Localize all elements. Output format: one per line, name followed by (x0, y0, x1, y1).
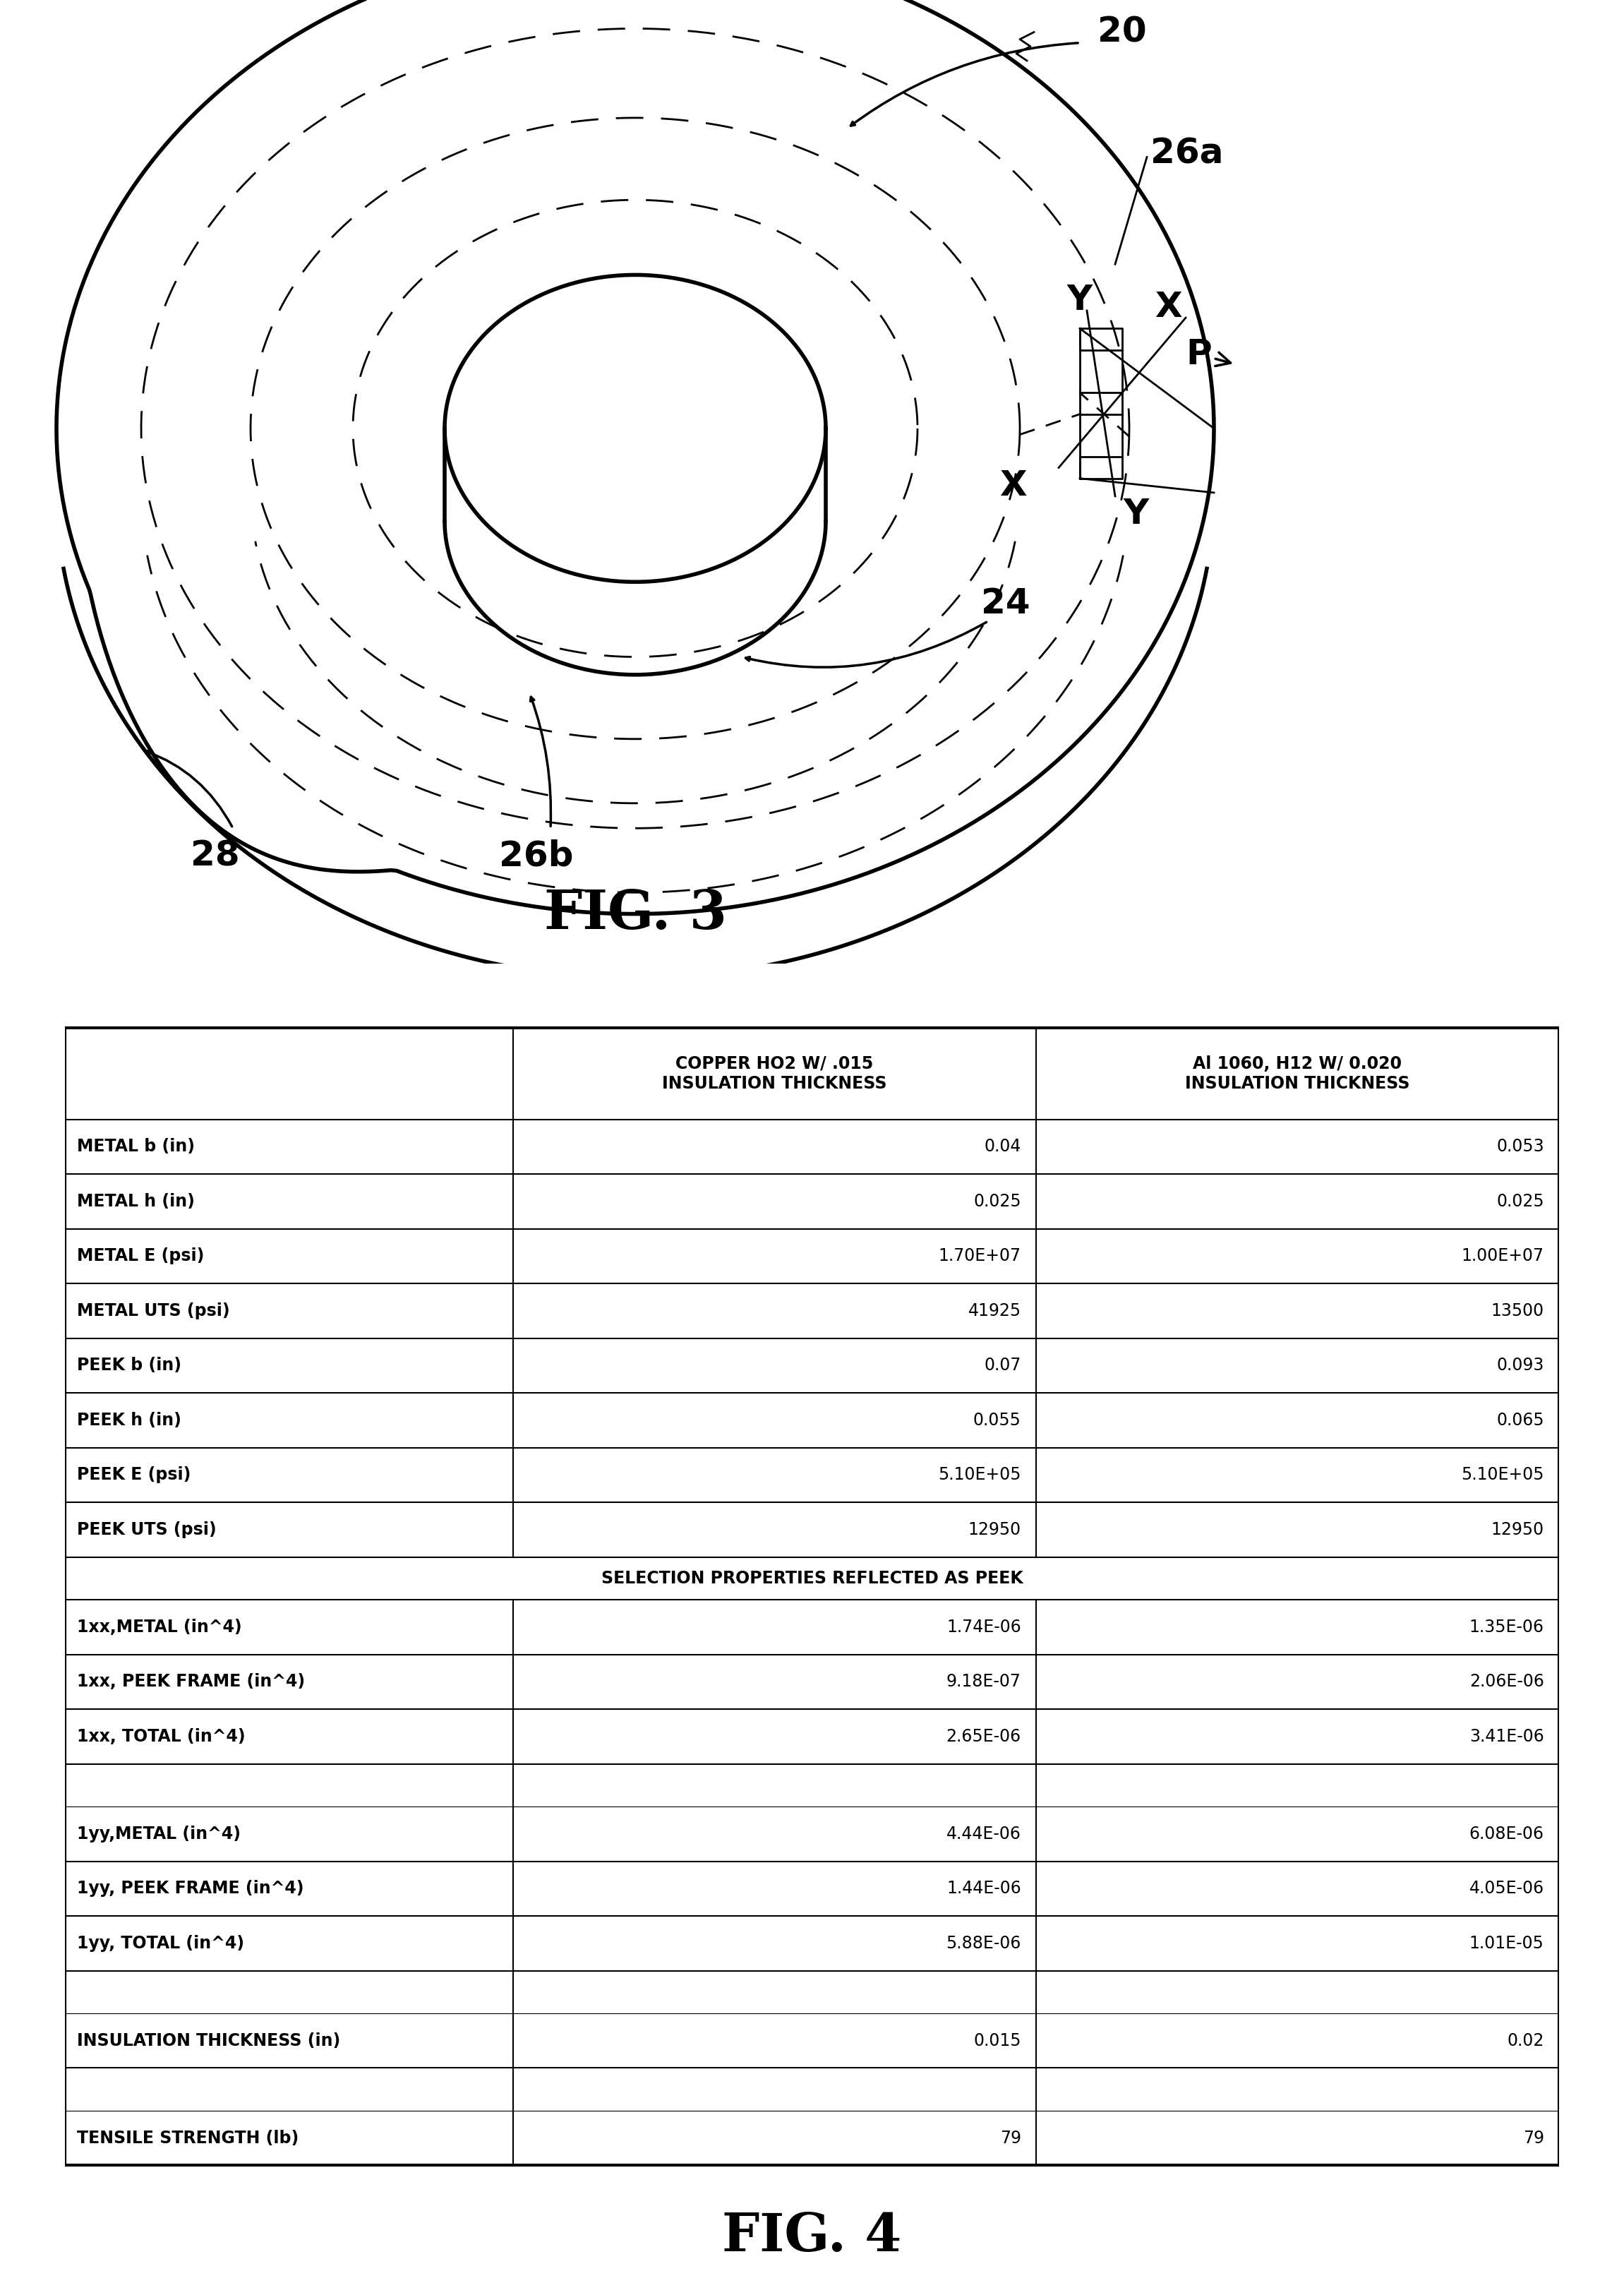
Text: X: X (1155, 289, 1182, 324)
Text: FIG. 4: FIG. 4 (723, 2212, 901, 2263)
Text: 20: 20 (1098, 16, 1147, 48)
Text: 1xx, TOTAL (in^4): 1xx, TOTAL (in^4) (76, 1728, 245, 1744)
Text: 0.015: 0.015 (973, 2031, 1021, 2049)
Text: METAL E (psi): METAL E (psi) (76, 1248, 205, 1265)
Text: METAL b (in): METAL b (in) (76, 1138, 195, 1154)
Text: 5.88E-06: 5.88E-06 (947, 1935, 1021, 1951)
Text: COPPER HO2 W/ .015
INSULATION THICKNESS: COPPER HO2 W/ .015 INSULATION THICKNESS (663, 1056, 887, 1092)
Text: 3.41E-06: 3.41E-06 (1470, 1728, 1544, 1744)
Text: 0.07: 0.07 (984, 1356, 1021, 1375)
Text: 1.01E-05: 1.01E-05 (1470, 1935, 1544, 1951)
Text: 0.04: 0.04 (984, 1138, 1021, 1154)
Text: TENSILE STRENGTH (lb): TENSILE STRENGTH (lb) (76, 2130, 299, 2146)
Text: 1.74E-06: 1.74E-06 (947, 1618, 1021, 1636)
Text: 9.18E-07: 9.18E-07 (947, 1673, 1021, 1691)
Text: 2.65E-06: 2.65E-06 (947, 1728, 1021, 1744)
Text: PEEK b (in): PEEK b (in) (76, 1356, 182, 1375)
Text: 12950: 12950 (968, 1522, 1021, 1538)
Text: 1xx,METAL (in^4): 1xx,METAL (in^4) (76, 1618, 242, 1636)
Text: 0.065: 0.065 (1496, 1411, 1544, 1430)
Text: 79: 79 (1000, 2130, 1021, 2146)
Text: 0.025: 0.025 (973, 1193, 1021, 1209)
Text: 4.44E-06: 4.44E-06 (947, 1825, 1021, 1843)
Text: 5.10E+05: 5.10E+05 (1462, 1467, 1544, 1483)
Text: 1xx, PEEK FRAME (in^4): 1xx, PEEK FRAME (in^4) (76, 1673, 305, 1691)
Text: 0.053: 0.053 (1496, 1138, 1544, 1154)
Text: INSULATION THICKNESS (in): INSULATION THICKNESS (in) (76, 2031, 341, 2049)
Text: 26b: 26b (499, 840, 573, 872)
Text: 1yy, PEEK FRAME (in^4): 1yy, PEEK FRAME (in^4) (76, 1880, 304, 1898)
Text: 1.35E-06: 1.35E-06 (1470, 1618, 1544, 1636)
Text: 5.10E+05: 5.10E+05 (939, 1467, 1021, 1483)
Text: 12950: 12950 (1491, 1522, 1544, 1538)
Text: 0.055: 0.055 (973, 1411, 1021, 1430)
Text: 1.00E+07: 1.00E+07 (1462, 1248, 1544, 1265)
Text: 4.05E-06: 4.05E-06 (1470, 1880, 1544, 1898)
Text: SELECTION PROPERTIES REFLECTED AS PEEK: SELECTION PROPERTIES REFLECTED AS PEEK (601, 1570, 1023, 1586)
Text: 41925: 41925 (968, 1301, 1021, 1320)
Text: 1yy, TOTAL (in^4): 1yy, TOTAL (in^4) (76, 1935, 244, 1951)
Text: Al 1060, H12 W/ 0.020
INSULATION THICKNESS: Al 1060, H12 W/ 0.020 INSULATION THICKNE… (1186, 1056, 1410, 1092)
Text: 28: 28 (190, 840, 240, 872)
Text: PEEK h (in): PEEK h (in) (76, 1411, 182, 1430)
Text: PEEK E (psi): PEEK E (psi) (76, 1467, 190, 1483)
Text: X: X (999, 468, 1026, 503)
Text: Y: Y (1124, 498, 1150, 530)
Text: METAL UTS (psi): METAL UTS (psi) (76, 1301, 231, 1320)
Text: 1.44E-06: 1.44E-06 (947, 1880, 1021, 1898)
Text: 26a: 26a (1150, 138, 1223, 170)
Text: PEEK UTS (psi): PEEK UTS (psi) (76, 1522, 216, 1538)
Text: 6.08E-06: 6.08E-06 (1470, 1825, 1544, 1843)
Text: 0.025: 0.025 (1496, 1193, 1544, 1209)
Text: 1yy,METAL (in^4): 1yy,METAL (in^4) (76, 1825, 240, 1843)
Text: 79: 79 (1523, 2130, 1544, 2146)
Text: 1.70E+07: 1.70E+07 (939, 1248, 1021, 1265)
Text: 0.02: 0.02 (1507, 2031, 1544, 2049)
Text: 24: 24 (981, 588, 1030, 620)
Text: 13500: 13500 (1491, 1301, 1544, 1320)
Text: Y: Y (1067, 282, 1093, 317)
Text: 0.093: 0.093 (1497, 1356, 1544, 1375)
Text: FIG. 3: FIG. 3 (544, 888, 726, 941)
Text: 2.06E-06: 2.06E-06 (1470, 1673, 1544, 1691)
Text: P: P (1186, 337, 1231, 372)
Text: METAL h (in): METAL h (in) (76, 1193, 195, 1209)
